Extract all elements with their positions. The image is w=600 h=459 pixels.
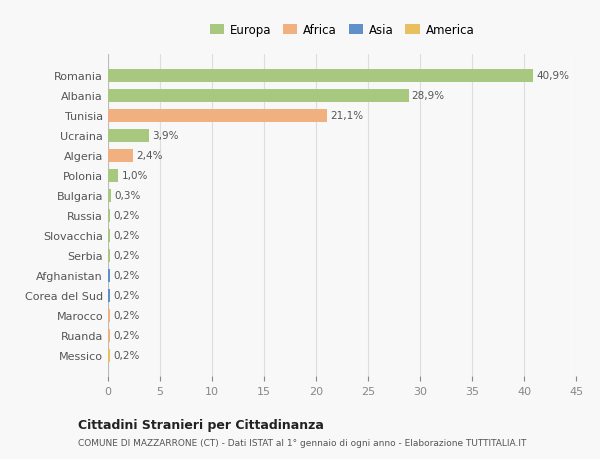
Bar — [108, 150, 133, 162]
Bar — [108, 70, 533, 83]
Text: 0,2%: 0,2% — [113, 330, 140, 340]
Text: 21,1%: 21,1% — [331, 111, 364, 121]
Bar — [108, 249, 110, 262]
Bar — [108, 349, 110, 362]
Bar — [108, 189, 111, 202]
Text: 0,2%: 0,2% — [113, 291, 140, 301]
Bar — [108, 90, 409, 102]
Text: 2,4%: 2,4% — [136, 151, 163, 161]
Text: COMUNE DI MAZZARRONE (CT) - Dati ISTAT al 1° gennaio di ogni anno - Elaborazione: COMUNE DI MAZZARRONE (CT) - Dati ISTAT a… — [78, 438, 526, 448]
Bar — [108, 209, 110, 222]
Bar — [108, 329, 110, 342]
Bar — [108, 129, 149, 142]
Bar — [108, 289, 110, 302]
Text: 0,2%: 0,2% — [113, 231, 140, 241]
Text: 3,9%: 3,9% — [152, 131, 178, 141]
Bar — [108, 229, 110, 242]
Bar — [108, 309, 110, 322]
Text: 0,3%: 0,3% — [114, 191, 140, 201]
Legend: Europa, Africa, Asia, America: Europa, Africa, Asia, America — [205, 19, 479, 42]
Bar — [108, 110, 328, 123]
Text: 40,9%: 40,9% — [536, 71, 569, 81]
Bar — [108, 269, 110, 282]
Text: 0,2%: 0,2% — [113, 350, 140, 360]
Text: 28,9%: 28,9% — [412, 91, 445, 101]
Bar — [108, 169, 118, 182]
Text: 0,2%: 0,2% — [113, 310, 140, 320]
Text: Cittadini Stranieri per Cittadinanza: Cittadini Stranieri per Cittadinanza — [78, 418, 324, 431]
Text: 0,2%: 0,2% — [113, 251, 140, 261]
Text: 0,2%: 0,2% — [113, 270, 140, 280]
Text: 1,0%: 1,0% — [122, 171, 148, 181]
Text: 0,2%: 0,2% — [113, 211, 140, 221]
